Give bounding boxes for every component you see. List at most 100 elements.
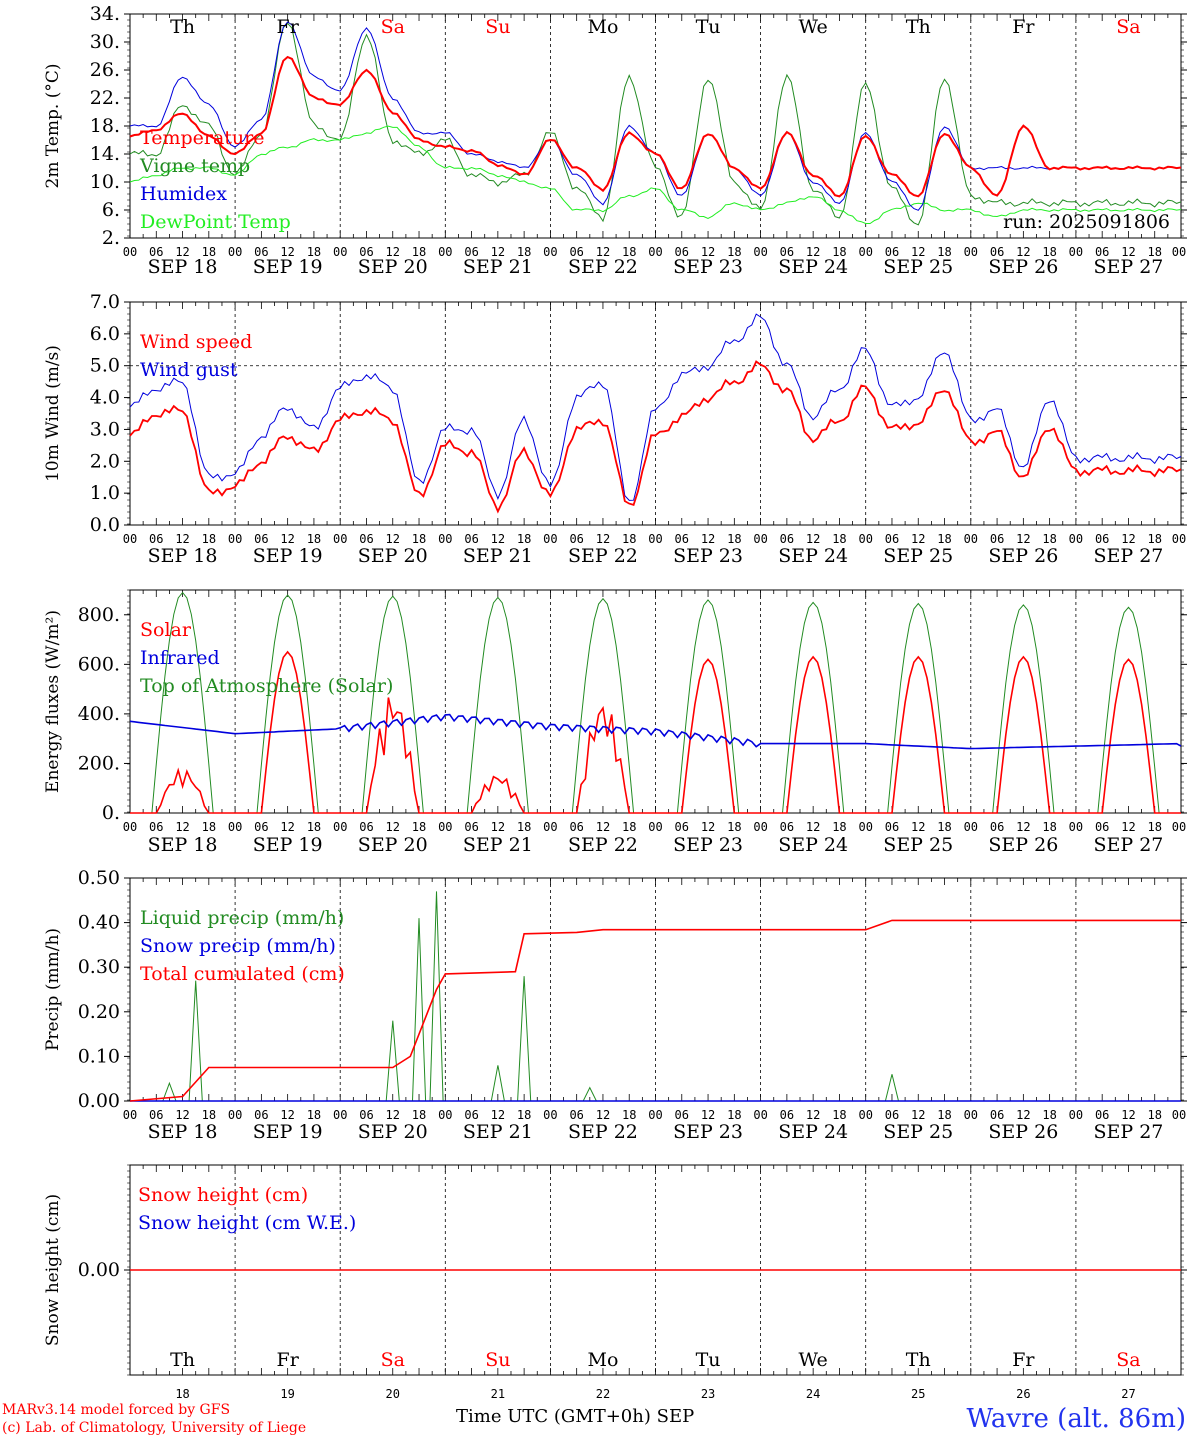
hour-tick-label: 00 bbox=[964, 532, 978, 546]
hour-tick-label: 12 bbox=[806, 1108, 820, 1122]
hour-tick-label: 00 bbox=[1069, 820, 1083, 834]
hour-tick-label: 00 bbox=[753, 245, 767, 259]
hour-tick-label: 06 bbox=[885, 1108, 899, 1122]
weekday-label-bottom: Su bbox=[485, 1349, 510, 1371]
hour-tick-label: 18 bbox=[727, 1108, 741, 1122]
hour-tick-label: 06 bbox=[1095, 532, 1109, 546]
y-tick-label: 34. bbox=[90, 3, 120, 25]
y-tick-label: 5.0 bbox=[90, 355, 120, 377]
hour-tick-label: 00 bbox=[228, 1108, 242, 1122]
date-label: SEP 25 bbox=[883, 834, 953, 856]
hour-tick-label: 00 bbox=[964, 820, 978, 834]
date-label: SEP 19 bbox=[253, 834, 323, 856]
hour-tick-label: 18 bbox=[1042, 820, 1056, 834]
day-number-label: 20 bbox=[386, 1387, 400, 1401]
hour-tick-label: 00 bbox=[753, 532, 767, 546]
hour-tick-label: 00 bbox=[1172, 245, 1186, 259]
hour-tick-label: 18 bbox=[832, 245, 846, 259]
hour-tick-label: 00 bbox=[648, 245, 662, 259]
hour-tick-label: 06 bbox=[990, 820, 1004, 834]
legend-entry: Snow height (cm W.E.) bbox=[138, 1212, 356, 1234]
credit-line-2: (c) Lab. of Climatology, University of L… bbox=[2, 1420, 307, 1436]
hour-tick-label: 18 bbox=[832, 820, 846, 834]
legend-entry: Snow height (cm) bbox=[138, 1184, 308, 1206]
wind-series-line bbox=[129, 313, 1182, 501]
hour-tick-label: 18 bbox=[727, 820, 741, 834]
hour-tick-label: 12 bbox=[806, 532, 820, 546]
hour-tick-label: 00 bbox=[438, 245, 452, 259]
date-label: SEP 20 bbox=[358, 834, 428, 856]
hour-tick-label: 18 bbox=[1147, 1108, 1161, 1122]
hour-tick-label: 06 bbox=[149, 820, 163, 834]
hour-tick-label: 12 bbox=[386, 532, 400, 546]
hour-tick-label: 00 bbox=[333, 1108, 347, 1122]
y-tick-label: 3.0 bbox=[90, 418, 120, 440]
weekday-label-top: Tu bbox=[696, 16, 721, 38]
hour-tick-label: 06 bbox=[990, 245, 1004, 259]
weekday-label-top: Mo bbox=[587, 16, 618, 38]
date-label: SEP 20 bbox=[358, 256, 428, 278]
legend-entry: Total cumulated (cm) bbox=[140, 963, 345, 985]
hour-tick-label: 06 bbox=[885, 532, 899, 546]
hour-tick-label: 06 bbox=[780, 532, 794, 546]
hour-tick-label: 18 bbox=[1042, 245, 1056, 259]
hour-tick-label: 18 bbox=[517, 1108, 531, 1122]
date-label: SEP 20 bbox=[358, 1121, 428, 1143]
hour-tick-label: 00 bbox=[858, 532, 872, 546]
infrared-line bbox=[129, 713, 1182, 750]
legend-entry: Humidex bbox=[140, 183, 227, 205]
date-label: SEP 19 bbox=[253, 256, 323, 278]
hour-tick-label: 12 bbox=[1121, 532, 1135, 546]
weekday-label-bottom: We bbox=[799, 1349, 828, 1371]
weekday-label-bottom: Th bbox=[170, 1349, 195, 1371]
hour-tick-label: 06 bbox=[464, 1108, 478, 1122]
y-tick-label: 10. bbox=[90, 171, 120, 193]
hour-tick-label: 18 bbox=[937, 1108, 951, 1122]
y-tick-label: 200. bbox=[78, 752, 120, 774]
y-tick-label: 800. bbox=[78, 604, 120, 626]
hour-tick-label: 00 bbox=[1069, 532, 1083, 546]
hour-tick-label: 18 bbox=[832, 532, 846, 546]
hour-tick-label: 12 bbox=[280, 820, 294, 834]
hour-tick-label: 06 bbox=[149, 245, 163, 259]
hour-tick-label: 12 bbox=[175, 820, 189, 834]
hour-tick-label: 06 bbox=[569, 532, 583, 546]
legend-entry: Infrared bbox=[140, 647, 220, 669]
hour-tick-label: 00 bbox=[964, 1108, 978, 1122]
date-label: SEP 21 bbox=[463, 545, 533, 567]
date-label: SEP 22 bbox=[568, 256, 638, 278]
y-tick-label: 0. bbox=[102, 802, 120, 824]
y-tick-label: 2.0 bbox=[90, 450, 120, 472]
y-tick-label: 14. bbox=[90, 143, 120, 165]
hour-tick-label: 18 bbox=[1147, 532, 1161, 546]
hour-tick-label: 00 bbox=[858, 245, 872, 259]
hour-tick-label: 06 bbox=[675, 1108, 689, 1122]
weekday-label-bottom: Mo bbox=[587, 1349, 618, 1371]
date-label: SEP 24 bbox=[778, 256, 848, 278]
legend-entry: Top of Atmosphere (Solar) bbox=[140, 675, 393, 697]
hour-tick-label: 12 bbox=[1121, 245, 1135, 259]
weekday-label-top: Fr bbox=[277, 16, 300, 38]
hour-tick-label: 06 bbox=[569, 820, 583, 834]
weekday-label-bottom: Sa bbox=[1116, 1349, 1140, 1371]
y-tick-label: 6.0 bbox=[90, 323, 120, 345]
hour-tick-label: 18 bbox=[307, 820, 321, 834]
hour-tick-label: 18 bbox=[937, 245, 951, 259]
hour-tick-label: 00 bbox=[543, 1108, 557, 1122]
hour-tick-label: 00 bbox=[1172, 532, 1186, 546]
hour-tick-label: 18 bbox=[1147, 245, 1161, 259]
hour-tick-label: 00 bbox=[753, 1108, 767, 1122]
legend-entry: Vigne temp bbox=[139, 155, 250, 177]
date-label: SEP 26 bbox=[988, 545, 1058, 567]
hour-tick-label: 18 bbox=[307, 245, 321, 259]
y-tick-label: 1.0 bbox=[90, 482, 120, 504]
weekday-label-top: Th bbox=[170, 16, 195, 38]
hour-tick-label: 18 bbox=[202, 245, 216, 259]
hour-tick-label: 06 bbox=[149, 1108, 163, 1122]
hour-tick-label: 18 bbox=[307, 1108, 321, 1122]
hour-tick-label: 06 bbox=[780, 245, 794, 259]
hour-tick-label: 00 bbox=[1172, 820, 1186, 834]
hour-tick-label: 12 bbox=[806, 245, 820, 259]
y-tick-label: 0.30 bbox=[78, 956, 120, 978]
